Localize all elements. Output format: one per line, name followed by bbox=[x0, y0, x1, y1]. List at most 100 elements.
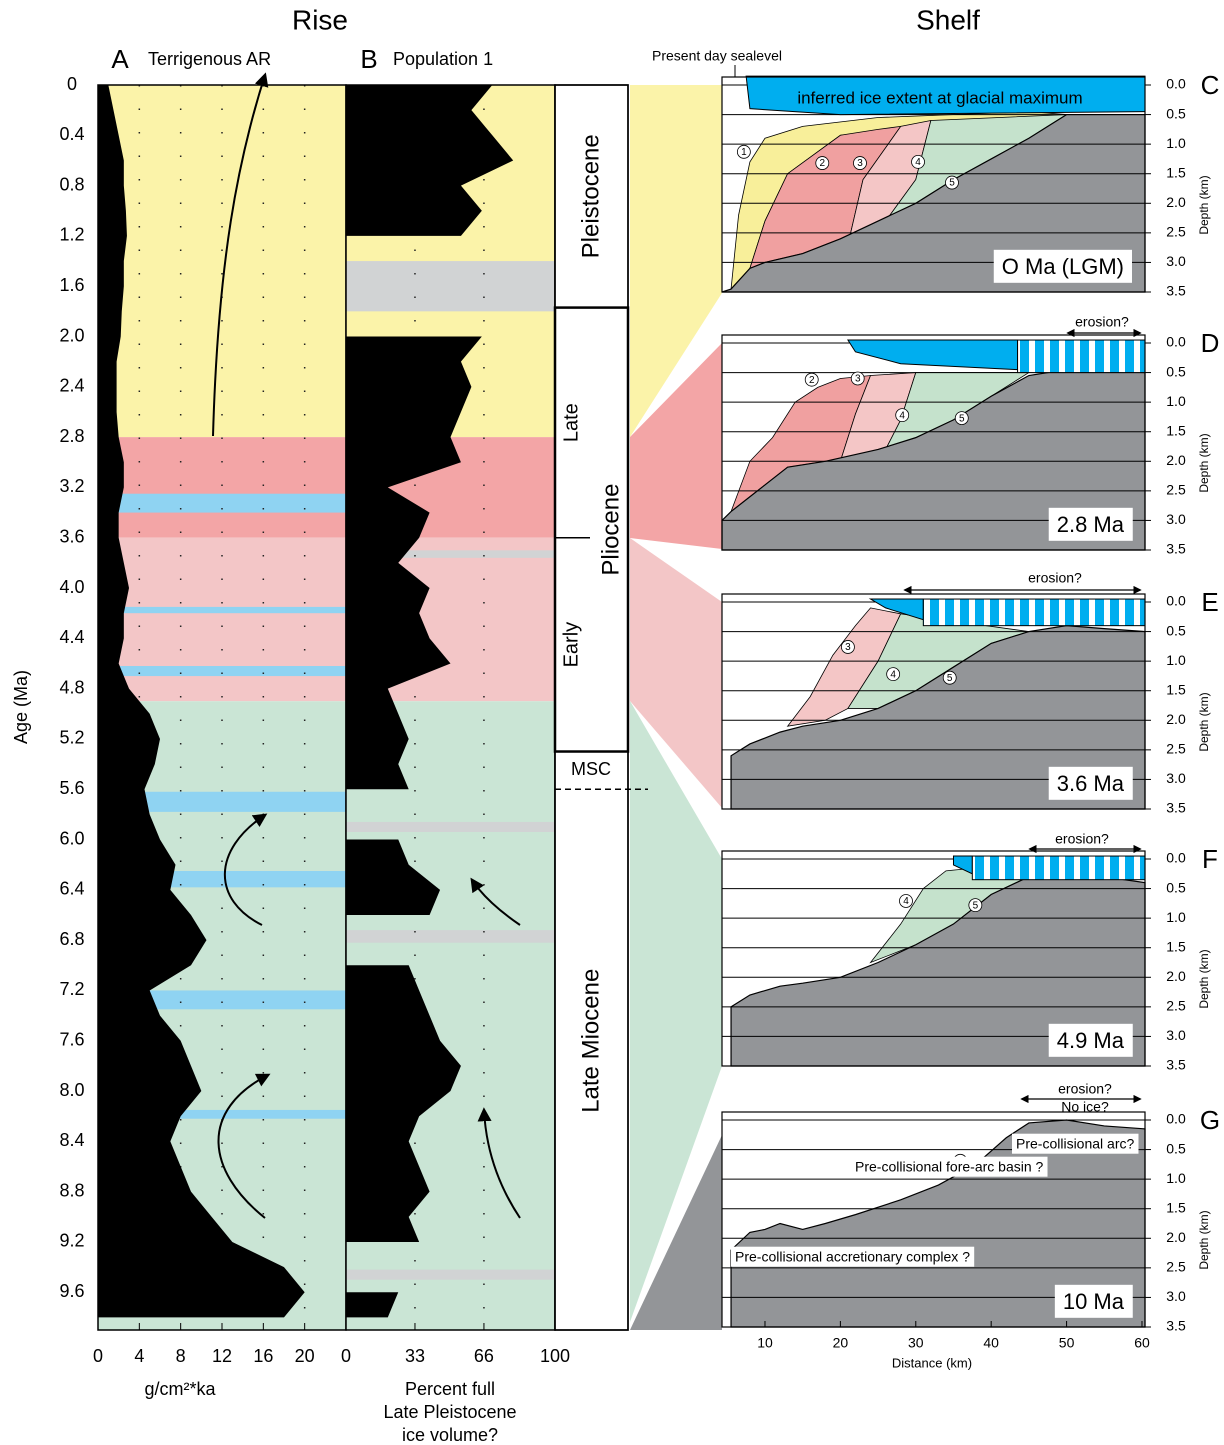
x-axis-label: Late Pleistocene bbox=[383, 1402, 516, 1422]
depth-axis-label: Depth (km) bbox=[1197, 949, 1211, 1008]
y-tick-label: 7.6 bbox=[59, 1030, 84, 1050]
depth-tick-label: 3.5 bbox=[1166, 283, 1186, 299]
unit-marker bbox=[895, 408, 910, 423]
depth-tick-label: 2.5 bbox=[1166, 482, 1186, 498]
x-tick-label: 12 bbox=[212, 1346, 232, 1366]
depth-tick-label: 2.5 bbox=[1166, 224, 1186, 240]
panel-frame bbox=[721, 850, 1146, 1067]
panel-title: Terrigenous AR bbox=[148, 49, 271, 69]
heading: Rise bbox=[292, 4, 348, 35]
panel-letter: D bbox=[1201, 328, 1220, 358]
depth-tick-label: 2.5 bbox=[1166, 1259, 1186, 1275]
depth-tick-label: 1.5 bbox=[1166, 164, 1186, 180]
y-tick-label: 2.0 bbox=[59, 325, 84, 345]
cold-event bbox=[98, 493, 346, 513]
depth-tick-label: 1.0 bbox=[1166, 1170, 1186, 1186]
erosion-label: erosion? bbox=[1028, 570, 1082, 586]
cold-event bbox=[98, 1109, 346, 1119]
unit-marker bbox=[954, 411, 969, 426]
ice-label: inferred ice extent at glacial maximum bbox=[797, 88, 1082, 107]
x-tick-label: 100 bbox=[540, 1346, 570, 1366]
unit-number: 3 bbox=[857, 158, 863, 169]
depth-tick-label: 3.5 bbox=[1166, 1057, 1186, 1073]
fans bbox=[630, 85, 722, 1330]
distance-tick-label: 30 bbox=[908, 1335, 924, 1351]
age-label: 3.6 Ma bbox=[1057, 771, 1125, 796]
depth-tick-label: 3.5 bbox=[1166, 800, 1186, 816]
unit-marker bbox=[945, 175, 959, 190]
age-label: 10 Ma bbox=[1063, 1289, 1125, 1314]
cold-event bbox=[98, 666, 346, 677]
ice bbox=[745, 75, 1146, 116]
fan bbox=[630, 538, 722, 808]
depth-tick-label: 3.5 bbox=[1166, 1318, 1186, 1334]
depth-tick-label: 2.0 bbox=[1166, 1229, 1186, 1245]
distance-tick-label: 20 bbox=[833, 1335, 849, 1351]
distance-tick-label: 10 bbox=[757, 1335, 773, 1351]
depth-tick-label: 1.5 bbox=[1166, 938, 1186, 954]
unit-marker bbox=[886, 667, 901, 682]
depth-tick-label: 3.0 bbox=[1166, 770, 1186, 786]
depth-tick-label: 3.0 bbox=[1166, 511, 1186, 527]
age-zone bbox=[98, 85, 346, 438]
depth-tick-label: 0.5 bbox=[1166, 363, 1186, 379]
unit-marker bbox=[736, 144, 751, 159]
unit-number: 5 bbox=[949, 178, 955, 189]
depth-tick-label: 2.0 bbox=[1166, 711, 1186, 727]
fan bbox=[630, 343, 722, 549]
unit-marker bbox=[911, 154, 925, 169]
y-tick-label: 2.8 bbox=[59, 426, 84, 446]
label-box bbox=[1048, 507, 1133, 541]
note: Pre-collisional arc? bbox=[1016, 1136, 1134, 1152]
panel-frame bbox=[721, 334, 1146, 551]
y-tick-label: 8.0 bbox=[59, 1080, 84, 1100]
unit-marker bbox=[853, 156, 867, 170]
depth-tick-label: 1.0 bbox=[1166, 135, 1186, 151]
distance-axis-label: Distance (km) bbox=[892, 1355, 972, 1370]
cold-event bbox=[98, 791, 346, 812]
y-tick-label: 0.8 bbox=[59, 174, 84, 194]
y-tick-label: 8.4 bbox=[59, 1130, 84, 1150]
distance-tick-label: 60 bbox=[1134, 1335, 1150, 1351]
age-label: 4.9 Ma bbox=[1057, 1028, 1125, 1053]
panel-letter: E bbox=[1201, 587, 1218, 617]
ice-eroded bbox=[971, 855, 1146, 881]
unit-marker bbox=[968, 898, 983, 913]
y-tick-label: 4.8 bbox=[59, 677, 84, 697]
distance-tick-label: 50 bbox=[1059, 1335, 1075, 1351]
depth-tick-label: 0.5 bbox=[1166, 879, 1186, 895]
panel-letter: C bbox=[1201, 70, 1220, 100]
label-box bbox=[731, 1246, 975, 1267]
depth-axis-label: Depth (km) bbox=[1197, 1210, 1211, 1269]
strat-label: Late Miocene bbox=[577, 969, 604, 1113]
y-tick-label: 8.8 bbox=[59, 1180, 84, 1200]
label-box bbox=[993, 249, 1132, 283]
unit-number: 3 bbox=[845, 642, 851, 653]
unit-marker bbox=[841, 640, 855, 654]
panel-letter: B bbox=[360, 44, 377, 74]
strat-unit bbox=[554, 750, 629, 1331]
depth-tick-label: 2.5 bbox=[1166, 741, 1186, 757]
x-axis-label: g/cm²*ka bbox=[144, 1379, 216, 1399]
erosion-label: erosion? bbox=[1058, 1081, 1112, 1097]
data-gap bbox=[346, 1269, 555, 1280]
age-label: O Ma (LGM) bbox=[1002, 254, 1124, 279]
depth-axis-label: Depth (km) bbox=[1197, 692, 1211, 751]
depth-tick-label: 2.5 bbox=[1166, 998, 1186, 1014]
label-box bbox=[851, 1156, 1048, 1177]
depth-tick-label: 0.0 bbox=[1166, 76, 1186, 92]
unit-marker bbox=[850, 371, 865, 386]
depth-tick-label: 0.5 bbox=[1166, 622, 1186, 638]
label-box bbox=[1054, 1284, 1133, 1318]
trend-arrow bbox=[223, 813, 268, 926]
strat-label: Pliocene bbox=[597, 484, 624, 576]
cold-event bbox=[98, 606, 346, 614]
unit-number: 5 bbox=[959, 413, 965, 424]
depth-tick-label: 3.0 bbox=[1166, 1288, 1186, 1304]
trend-arrow bbox=[477, 1107, 521, 1219]
depth-tick-label: 1.0 bbox=[1166, 393, 1186, 409]
age-label: 2.8 Ma bbox=[1057, 512, 1125, 537]
y-tick-label: 6.4 bbox=[59, 879, 84, 899]
y-axis-label: Age (Ma) bbox=[11, 670, 31, 744]
y-tick-label: 9.2 bbox=[59, 1231, 84, 1251]
